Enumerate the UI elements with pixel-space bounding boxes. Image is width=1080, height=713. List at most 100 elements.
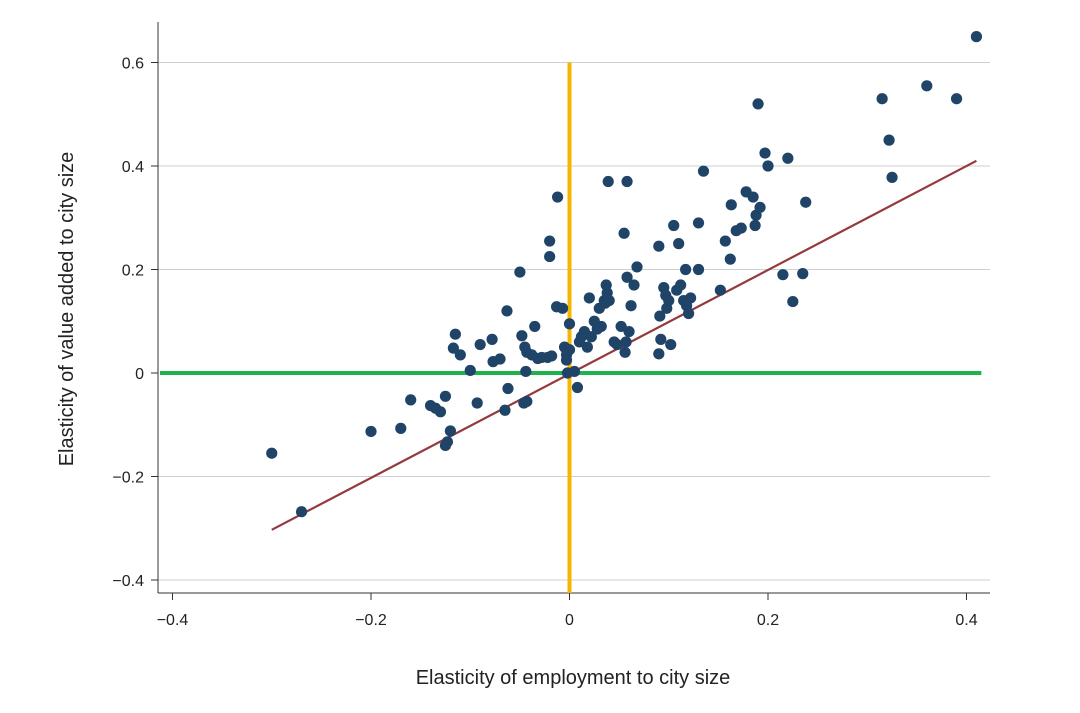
data-point: [787, 295, 799, 308]
data-point: [581, 341, 593, 353]
y-tick-label: −0.4: [112, 573, 144, 590]
x-tick-label: 0: [565, 612, 574, 629]
data-point: [602, 175, 614, 188]
data-point: [683, 307, 695, 320]
data-point: [668, 219, 680, 232]
y-tick-label: 0: [135, 366, 144, 383]
data-point: [654, 310, 666, 322]
data-point: [725, 199, 737, 211]
data-point: [486, 333, 498, 345]
y-axis-title: Elasticity of value added to city size: [56, 152, 78, 467]
data-point: [449, 328, 461, 340]
data-point: [563, 344, 576, 356]
data-point: [395, 422, 407, 434]
data-point: [502, 382, 514, 395]
data-point: [692, 263, 705, 276]
data-point: [921, 80, 933, 92]
data-point: [544, 250, 556, 263]
data-point: [950, 93, 963, 105]
data-point: [631, 261, 643, 273]
data-point: [516, 330, 528, 342]
data-point: [266, 447, 278, 459]
data-point: [563, 318, 576, 330]
axes: [151, 22, 990, 600]
data-point: [970, 31, 983, 43]
y-tick-label: −0.2: [112, 470, 144, 487]
data-point: [583, 292, 595, 304]
data-point: [454, 349, 466, 361]
data-point: [724, 253, 736, 265]
data-point: [759, 147, 771, 159]
data-point: [585, 331, 597, 343]
data-point: [546, 350, 558, 362]
data-point: [441, 436, 454, 448]
x-tick-label: −0.2: [355, 612, 387, 629]
data-point: [499, 404, 511, 416]
data-point: [471, 397, 483, 409]
data-point: [568, 365, 581, 378]
data-point: [673, 238, 685, 250]
data-point: [621, 175, 633, 188]
data-point: [876, 93, 888, 105]
data-point: [762, 160, 774, 172]
y-tick-label: 0.6: [122, 56, 144, 73]
data-point: [777, 269, 789, 281]
data-point: [434, 406, 447, 418]
x-tick-label: 0.4: [955, 612, 977, 629]
data-point: [501, 305, 513, 317]
data-point: [615, 320, 627, 333]
data-point: [494, 353, 506, 365]
x-tick-label: 0.2: [757, 612, 779, 629]
data-point: [544, 235, 556, 247]
data-point: [883, 134, 895, 146]
data-point: [611, 338, 623, 351]
data-points: [266, 31, 983, 518]
data-point: [405, 394, 417, 406]
data-point: [692, 217, 705, 229]
x-tick-label: −0.4: [157, 612, 189, 629]
data-point: [464, 364, 476, 377]
data-point: [653, 348, 665, 360]
data-point: [653, 240, 665, 252]
tick-labels: −0.4 −0.2 0 0.2 0.4 0.6 −0.4 −0.2 0 0.2 0.4: [112, 56, 977, 630]
data-point: [628, 279, 640, 291]
data-point: [365, 425, 377, 438]
data-point: [521, 395, 533, 408]
data-point: [621, 271, 633, 283]
data-point: [439, 390, 452, 402]
x-axis-title: Elasticity of employment to city size: [416, 667, 731, 689]
data-point: [747, 191, 759, 203]
data-point: [800, 196, 812, 208]
data-point: [782, 152, 794, 164]
data-point: [603, 294, 615, 307]
data-point: [735, 222, 747, 234]
data-point: [560, 354, 573, 366]
data-point: [595, 320, 607, 333]
data-point: [655, 333, 667, 345]
data-point: [665, 338, 677, 351]
data-point: [447, 342, 459, 354]
data-point: [754, 201, 766, 213]
data-point: [474, 338, 486, 351]
data-point: [551, 191, 564, 203]
data-point: [663, 294, 675, 307]
data-point: [444, 425, 456, 437]
data-point: [618, 227, 630, 239]
data-point: [295, 506, 308, 518]
data-point: [514, 266, 526, 278]
y-tick-label: 0.2: [122, 263, 144, 280]
data-point: [697, 165, 710, 177]
data-point: [680, 263, 692, 276]
data-point: [675, 279, 687, 291]
data-point: [719, 235, 731, 247]
data-point: [625, 300, 637, 312]
data-point: [619, 346, 631, 358]
data-point: [620, 336, 632, 348]
data-point: [571, 381, 584, 394]
data-point: [529, 320, 541, 333]
data-point: [684, 292, 697, 304]
data-point: [556, 302, 569, 314]
data-point: [623, 326, 635, 338]
data-point: [714, 284, 726, 296]
